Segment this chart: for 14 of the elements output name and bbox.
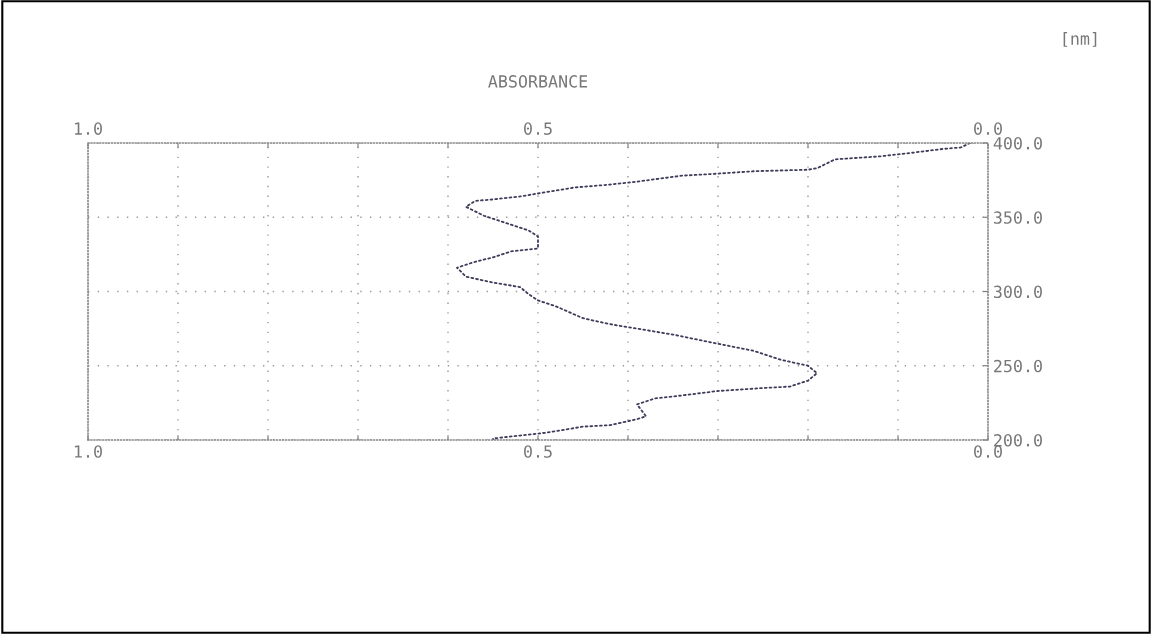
y-tick-label: 200.0: [994, 434, 1042, 447]
y-tick-label: 350.0: [993, 211, 1042, 224]
chart-title: ABSORBANCE: [488, 75, 588, 88]
x-tick-label: 0.5: [524, 445, 552, 458]
x2-tick-label: 0.5: [524, 122, 552, 135]
y-tick-label: 250.0: [994, 359, 1042, 373]
y-axis-title: [nm]: [1063, 31, 1097, 47]
x2-tick-label: 1.0: [74, 122, 102, 135]
x-tick-label: 0.0: [974, 445, 1002, 458]
y-tick-label: 400.0: [993, 137, 1042, 150]
line-series: [456, 143, 971, 440]
x-tick-label: 1.0: [74, 445, 102, 458]
y-tick-label: 300.0: [993, 285, 1042, 299]
x2-tick-label: 0.0: [974, 122, 1002, 135]
